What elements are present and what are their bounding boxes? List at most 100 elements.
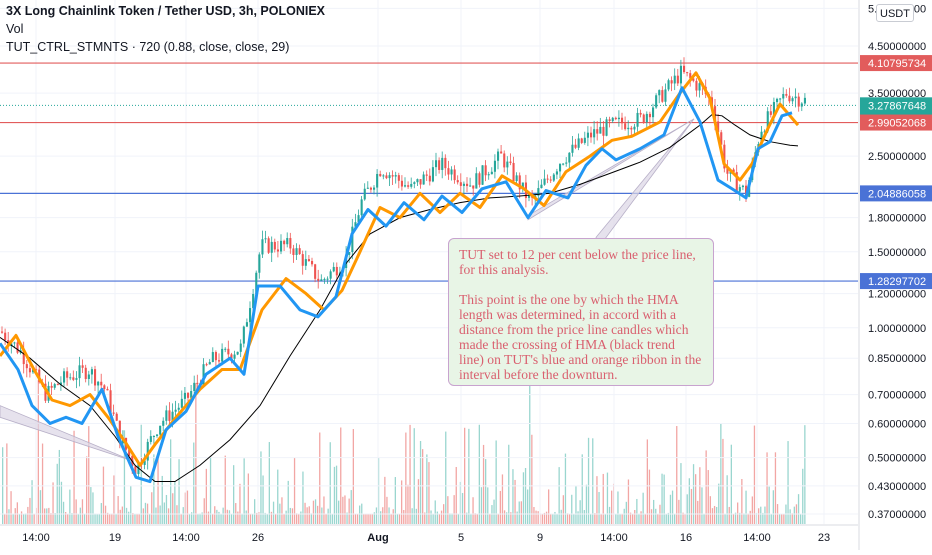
volume-bar	[409, 424, 411, 524]
candle-body	[679, 65, 682, 84]
y-tick-label: 0.60000000	[868, 418, 926, 430]
candle-body	[369, 187, 372, 190]
volume-bar	[709, 496, 711, 524]
candle-body	[673, 75, 676, 84]
candle-body	[94, 369, 97, 386]
volume-bar	[602, 473, 604, 524]
volume-bar	[340, 427, 342, 524]
volume-bar	[354, 513, 357, 524]
volume-bar	[619, 513, 621, 524]
volume-bar	[75, 499, 77, 524]
y-tick-label: 3.50000000	[868, 88, 926, 100]
candle-body	[69, 377, 72, 379]
candle-body	[478, 173, 481, 185]
volume-bar	[592, 438, 594, 524]
volume-bar	[205, 468, 207, 524]
volume-bar	[472, 497, 474, 524]
volume-bar	[142, 508, 144, 524]
candle-body	[503, 153, 506, 168]
volume-bar	[117, 496, 119, 524]
volume-bar	[730, 444, 732, 524]
volume-bar	[716, 506, 718, 524]
volume-bar	[195, 383, 197, 524]
volume-bar	[249, 513, 252, 524]
candle-body	[500, 151, 503, 154]
volume-bar	[233, 465, 235, 524]
candle-body	[769, 111, 772, 115]
candle-body	[639, 112, 642, 115]
x-tick-label: 19	[109, 532, 121, 544]
volume-bar	[634, 509, 636, 524]
volume-bar	[625, 501, 627, 524]
volume-bar	[350, 490, 352, 524]
volume-bar	[83, 513, 86, 524]
volume-bar	[707, 470, 709, 524]
volume-bar	[772, 490, 774, 524]
candle-body	[670, 80, 673, 84]
volume-bar	[774, 452, 777, 524]
volume-bar	[367, 513, 369, 524]
volume-bar	[632, 513, 634, 524]
volume-bar	[319, 432, 321, 524]
currency-button[interactable]: USDT	[876, 4, 914, 22]
volume-label: Vol	[6, 22, 24, 36]
volume-bar	[207, 511, 210, 524]
volume-bar	[71, 513, 73, 524]
candle-body	[528, 195, 531, 198]
volume-bar	[688, 478, 690, 524]
volume-bar	[96, 513, 98, 524]
volume-bar	[611, 490, 613, 524]
volume-bar	[470, 513, 472, 524]
volume-bar	[797, 494, 800, 524]
candle-body	[146, 441, 149, 461]
volume-bar	[86, 456, 88, 524]
volume-bar	[396, 513, 399, 524]
candle-body	[664, 89, 667, 102]
volume-bar	[453, 495, 455, 524]
volume-bar	[724, 513, 726, 524]
x-tick-label: 14:00	[172, 532, 200, 544]
volume-bar	[136, 513, 138, 524]
candle-body	[689, 73, 692, 79]
volume-bar	[417, 479, 420, 524]
volume-bar	[386, 496, 388, 524]
volume-bar	[46, 508, 48, 524]
volume-bar	[508, 444, 510, 524]
candle-body	[100, 381, 103, 386]
candle-body	[249, 308, 252, 323]
candle-body	[332, 266, 335, 272]
volume-bar	[98, 513, 100, 524]
volume-bar	[167, 508, 170, 524]
volume-bar	[384, 476, 386, 524]
volume-bar	[314, 499, 317, 524]
volume-bar	[128, 511, 130, 524]
volume-bar	[306, 507, 308, 524]
volume-bar	[581, 454, 583, 524]
candle-body	[233, 354, 236, 359]
trend-wedge	[0, 405, 135, 462]
volume-bar	[440, 510, 443, 524]
volume-bar	[165, 494, 168, 524]
volume-bar	[594, 513, 596, 524]
volume-bar	[226, 509, 228, 524]
volume-bar	[247, 473, 249, 524]
volume-bar	[638, 513, 640, 524]
candle-body	[373, 187, 376, 190]
candle-body	[772, 102, 775, 115]
candle-body	[726, 168, 729, 174]
volume-bar	[48, 507, 50, 524]
price-level-label: 4.10795734	[868, 58, 926, 70]
volume-bar	[176, 505, 178, 524]
volume-bar	[174, 481, 176, 524]
volume-bar	[543, 512, 546, 524]
volume-bar	[352, 429, 354, 524]
candle-body	[453, 169, 456, 181]
y-tick-label: 0.70000000	[868, 390, 926, 402]
volume-bar	[220, 513, 222, 524]
volume-bar	[623, 508, 625, 524]
volume-bar	[251, 513, 254, 524]
candle-body	[295, 248, 298, 255]
candle-body	[283, 240, 286, 245]
